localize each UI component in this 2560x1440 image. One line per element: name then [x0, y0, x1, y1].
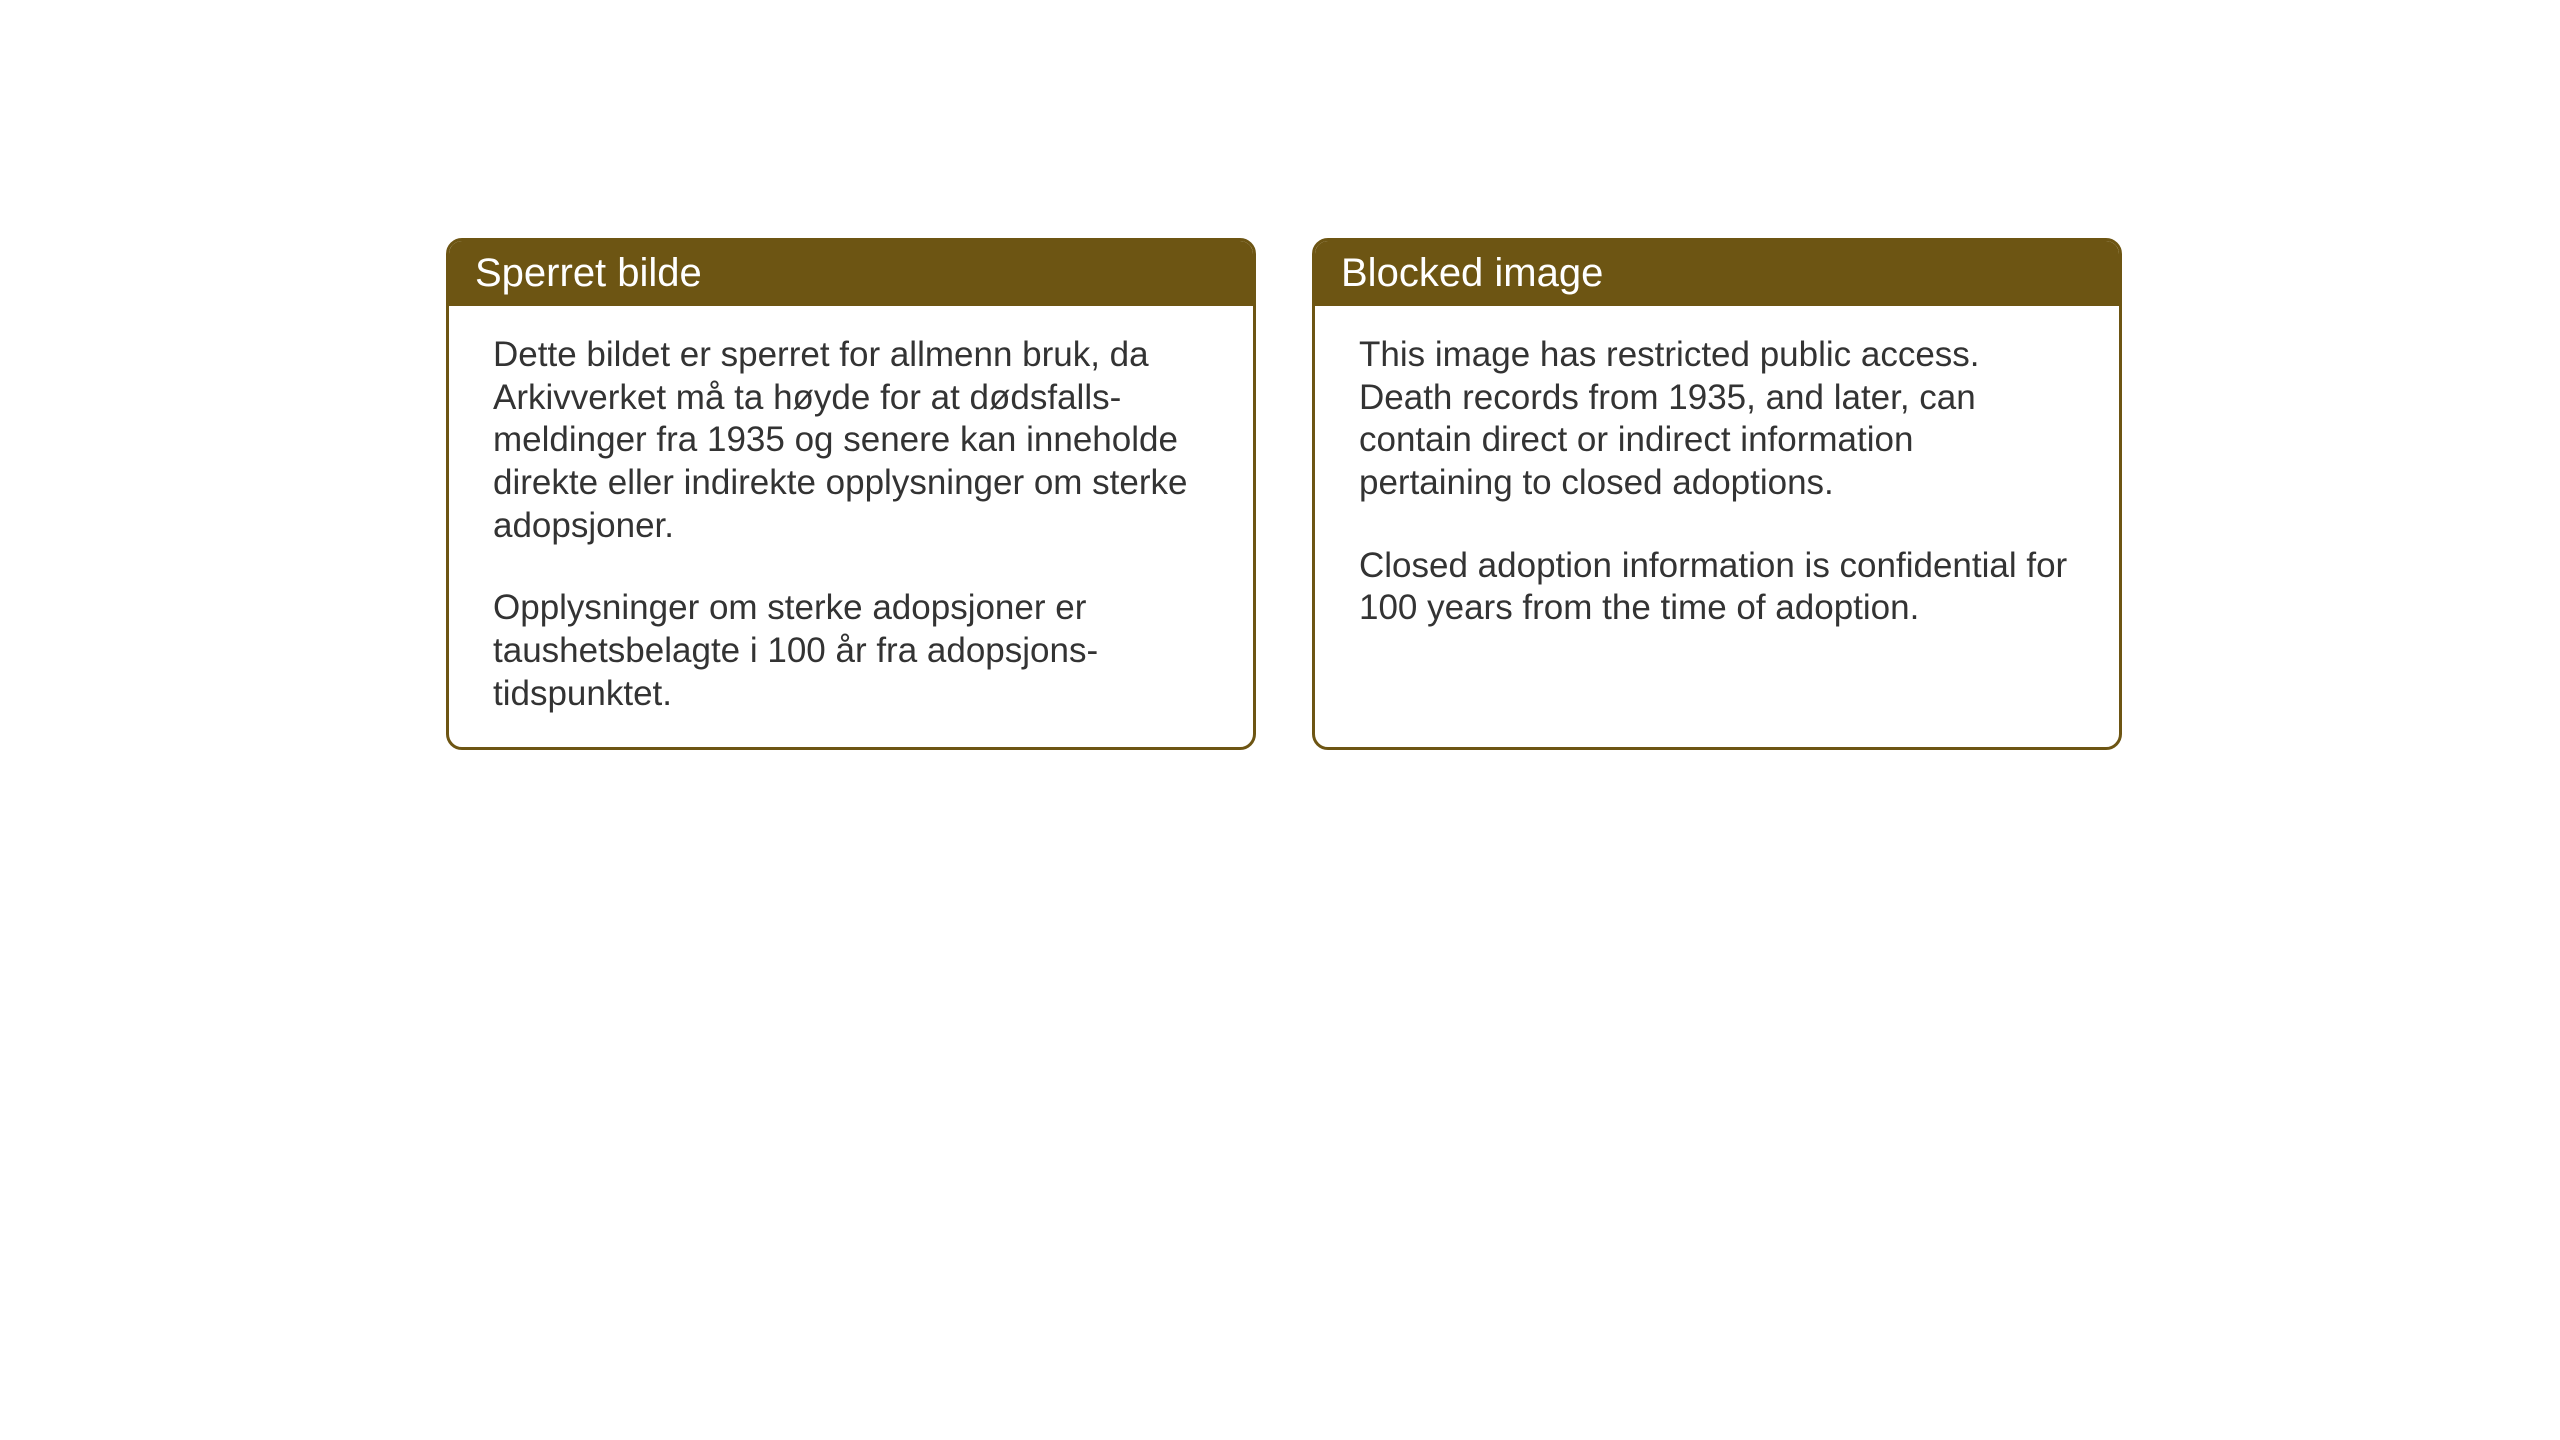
- card-header-norwegian: Sperret bilde: [449, 241, 1253, 306]
- notice-cards-container: Sperret bilde Dette bildet er sperret fo…: [446, 238, 2122, 750]
- notice-card-english: Blocked image This image has restricted …: [1312, 238, 2122, 750]
- card-body-norwegian: Dette bildet er sperret for allmenn bruk…: [449, 306, 1253, 744]
- card-paragraph-2-english: Closed adoption information is confident…: [1359, 545, 2075, 630]
- notice-card-norwegian: Sperret bilde Dette bildet er sperret fo…: [446, 238, 1256, 750]
- card-paragraph-2-norwegian: Opplysninger om sterke adopsjoner er tau…: [493, 587, 1209, 715]
- card-paragraph-1-norwegian: Dette bildet er sperret for allmenn bruk…: [493, 334, 1209, 547]
- card-title-english: Blocked image: [1341, 251, 1603, 295]
- card-title-norwegian: Sperret bilde: [475, 251, 702, 295]
- card-body-english: This image has restricted public access.…: [1315, 306, 2119, 658]
- card-header-english: Blocked image: [1315, 241, 2119, 306]
- card-paragraph-1-english: This image has restricted public access.…: [1359, 334, 2075, 505]
